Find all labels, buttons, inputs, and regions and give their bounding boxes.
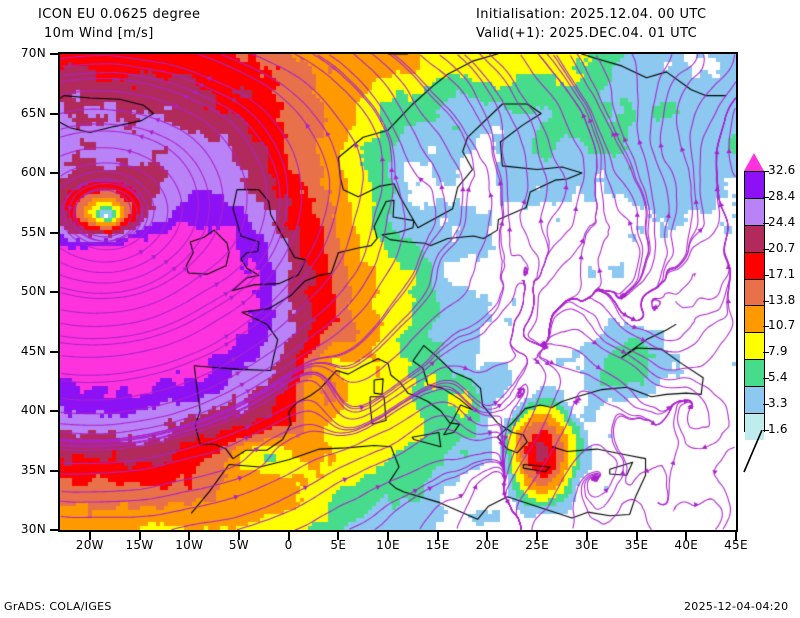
colorbar-tick-label: 32.6	[768, 163, 796, 177]
lon-tick-mark	[685, 532, 688, 540]
lon-tick-mark	[635, 532, 638, 540]
colorbar-tick-label: 24.4	[768, 214, 796, 229]
lat-tick-mark	[50, 291, 58, 293]
colorbar-segment	[745, 172, 764, 198]
lon-tick-label: 25E	[525, 538, 550, 552]
lon-tick-label: 15E	[425, 538, 450, 552]
colorbar-tick-label: 1.6	[768, 422, 788, 436]
colorbar-tick-mark	[763, 352, 769, 354]
lat-tick-label: 70N	[20, 46, 46, 60]
colorbar-segment	[745, 278, 764, 306]
colorbar-tick-label: 17.1	[768, 266, 796, 281]
colorbar-segment	[745, 224, 764, 252]
lat-tick-mark	[50, 112, 58, 115]
colorbar-min-tail-icon	[743, 430, 763, 473]
lon-tick-mark	[436, 532, 439, 540]
colorbar-segment	[745, 332, 764, 360]
lon-tick-label: 40E	[674, 538, 699, 552]
colorbar-tick-mark	[763, 196, 769, 198]
lon-tick-label: 30E	[574, 538, 599, 552]
colorbar-segment	[745, 197, 764, 225]
lon-tick-mark	[237, 532, 240, 540]
colorbar	[744, 171, 765, 440]
lon-tick-label: 20W	[75, 538, 104, 552]
colorbar-segment	[745, 251, 764, 279]
colorbar-segment	[745, 359, 764, 387]
lon-tick-mark	[138, 532, 141, 540]
lat-tick-label: 60N	[20, 165, 46, 179]
lat-tick-mark	[50, 469, 58, 472]
lat-tick-mark	[50, 53, 58, 55]
colorbar-tick-label: 3.3	[768, 396, 788, 411]
lon-tick-mark	[337, 532, 340, 540]
lat-tick-label: 40N	[20, 403, 46, 417]
lon-tick-label: 0	[284, 538, 293, 552]
colorbar-max-arrow	[744, 153, 764, 171]
wind-speed-field	[60, 54, 736, 530]
lon-tick-label: 10E	[376, 538, 400, 552]
lat-tick-label: 50N	[20, 284, 46, 298]
colorbar-tick-mark	[763, 171, 769, 172]
lat-tick-mark	[50, 529, 58, 531]
lat-tick-label: 65N	[20, 105, 46, 120]
lon-tick-label: 10W	[175, 538, 204, 552]
lat-tick-label: 30N	[20, 522, 46, 536]
field-title: 10m Wind [m/s]	[44, 26, 154, 41]
lon-tick-label: 35E	[624, 538, 649, 552]
grads-credit: GrADS: COLA/IGES	[4, 600, 112, 613]
colorbar-tick-label: 13.8	[768, 292, 796, 307]
initialisation-label: Initialisation: 2025.12.04. 00 UTC	[476, 7, 707, 22]
lon-tick-mark	[88, 532, 91, 540]
lon-tick-mark	[486, 532, 489, 540]
colorbar-tick-label: 7.9	[768, 344, 788, 359]
valid-time-label: Valid(+1): 2025.DEC.04. 01 UTC	[476, 26, 698, 41]
lon-tick-mark	[735, 532, 737, 540]
colorbar-tick-mark	[763, 326, 769, 328]
lon-tick-label: 45E	[724, 538, 748, 552]
model-title: ICON EU 0.0625 degree	[38, 7, 201, 22]
wind-map-plot	[58, 52, 738, 532]
lon-tick-mark	[585, 532, 588, 540]
colorbar-tick-label: 5.4	[768, 370, 788, 385]
colorbar-tick-label: 10.7	[768, 318, 796, 333]
lat-tick-mark	[50, 172, 58, 174]
colorbar-segment	[745, 386, 764, 414]
colorbar-segment	[745, 413, 764, 440]
colorbar-tick-mark	[763, 300, 769, 302]
lat-tick-mark	[50, 231, 58, 234]
colorbar-tick-label: 20.7	[768, 240, 796, 255]
colorbar-tick-label: 28.4	[768, 188, 796, 203]
lat-tick-label: 55N	[20, 224, 46, 239]
lat-tick-mark	[50, 350, 58, 353]
render-timestamp: 2025-12-04-04:20	[684, 600, 789, 613]
lon-tick-mark	[188, 532, 191, 540]
lon-tick-label: 15W	[125, 538, 154, 552]
colorbar-tick-mark	[763, 404, 769, 406]
lon-tick-mark	[287, 532, 290, 540]
colorbar-segment	[745, 305, 764, 333]
lon-tick-label: 5E	[330, 538, 347, 552]
lat-tick-mark	[50, 410, 58, 412]
streamline-layer	[60, 54, 736, 530]
lon-tick-label: 20E	[475, 538, 500, 552]
lat-tick-label: 35N	[20, 462, 46, 477]
colorbar-tick-mark	[763, 222, 769, 224]
colorbar-tick-mark	[763, 274, 769, 276]
colorbar-tick-mark	[763, 248, 769, 250]
lat-tick-label: 45N	[20, 343, 46, 358]
colorbar-tick-mark	[763, 378, 769, 380]
lon-tick-label: 5W	[228, 538, 249, 552]
colorbar-tick-mark	[763, 430, 769, 431]
lon-tick-mark	[536, 532, 539, 540]
lon-tick-mark	[387, 532, 390, 540]
